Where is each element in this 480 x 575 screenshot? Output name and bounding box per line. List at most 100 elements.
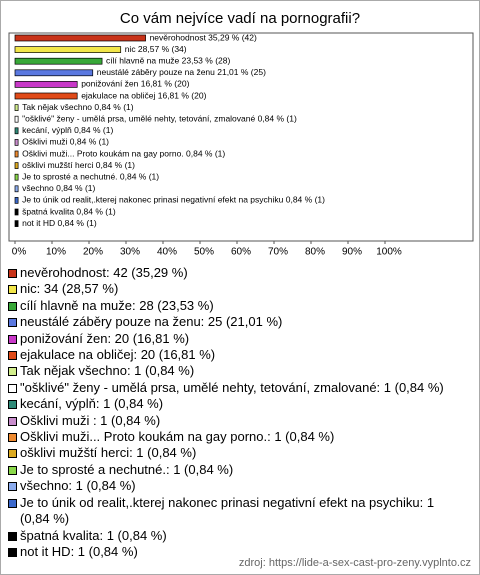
bar [14, 208, 19, 216]
legend-label: špatná kvalita: 1 (0,84 %) [20, 527, 167, 543]
chart-title: Co vám nejvíce vadí na pornografii? [120, 10, 360, 27]
bar-label: špatná kvalita 0,84 % (1) [22, 206, 116, 216]
legend-label: Je to únik od realit,.kterej nakonec pri… [20, 494, 435, 527]
bar-label: Ošklivi muži... Proto koukám na gay porn… [22, 148, 225, 158]
legend-label: ponižování žen: 20 (16,81 %) [20, 330, 190, 346]
bar-label: nevěrohodnost 35,29 % (42) [150, 32, 257, 42]
bar-label: ejakulace na obličej 16,81 % (20) [81, 90, 206, 100]
bar [14, 150, 19, 158]
bar [14, 139, 19, 146]
legend-swatch [8, 334, 17, 344]
legend-label: ejakulace na obličej: 20 (16,81 %) [20, 347, 216, 363]
bar [14, 69, 94, 77]
bar-label: Tak nějak všechno 0,84 % (1) [22, 102, 134, 112]
bar-label: kecání, výplň 0,84 % (1) [22, 125, 113, 135]
bar-label: Ošklivi muži 0,84 % (1) [22, 137, 109, 147]
bar [14, 197, 19, 204]
x-tick-label: 10% [46, 247, 66, 258]
legend-label: Je to sprosté a nechutné.: 1 (0,84 %) [20, 461, 234, 477]
legend-swatch [8, 433, 17, 443]
chart: Co vám nejvíce vadí na pornografii? 0% 10… [8, 10, 474, 258]
x-tick-label: 40% [157, 247, 177, 258]
plot-frame [8, 32, 474, 242]
legend-item: ejakulace na obličej: 20 (16,81 %) [7, 347, 467, 363]
legend-label: Ošklivi muži... Proto koukám na gay porn… [20, 429, 335, 445]
legend-label: neustálé záběry pouze na ženu: 25 (21,01… [20, 314, 283, 330]
legend-label: nevěrohodnost: 42 (35,29 %) [20, 265, 188, 280]
bar [14, 173, 19, 181]
legend-item: ošklivi mužští herci: 1 (0,84 %) [7, 445, 467, 461]
legend-label: všechno: 1 (0,84 %) [20, 478, 136, 494]
legend-item: nevěrohodnost: 42 (35,29 %) [7, 265, 467, 281]
bar-label: Je to sprosté a nechutné. 0,84 % (1) [22, 171, 159, 181]
legend-item: neustálé záběry pouze na ženu: 25 (21,01… [7, 314, 467, 330]
legend-swatch [8, 547, 17, 557]
legend-item: ponižování žen: 20 (16,81 %) [7, 331, 467, 347]
legend-item: "ošklivé" ženy - umělá prsa, umělé nehty… [7, 380, 467, 396]
bar [14, 34, 146, 42]
legend-swatch [8, 367, 17, 377]
bar-label: not it HD 0,84 % (1) [22, 218, 97, 228]
legend-item: Ošklivi muži... Proto koukám na gay porn… [7, 429, 467, 445]
bar [14, 127, 19, 135]
bar [14, 46, 122, 53]
legend-label: kecání, výplň: 1 (0,84 %) [20, 396, 164, 412]
legend-label: nic: 34 (28,57 %) [20, 281, 119, 297]
bar-label: ošklivi mužští herci 0,84 % (1) [22, 160, 135, 170]
legend-label: Ošklivi muži : 1 (0,84 %) [20, 412, 161, 428]
bar [14, 104, 19, 111]
legend-swatch [8, 269, 17, 278]
x-tick-label: 90% [342, 247, 362, 258]
bar-label: ponižování žen 16,81 % (20) [81, 79, 189, 89]
legend-item: Je to sprosté a nechutné.: 1 (0,84 %) [7, 462, 467, 478]
bar [14, 162, 19, 169]
legend-item: všechno: 1 (0,84 %) [7, 478, 467, 494]
legend-item: not it HD: 1 (0,84 %) [7, 544, 467, 560]
legend-swatch [8, 498, 17, 508]
bar [14, 57, 103, 65]
legend-label: Tak nějak všechno: 1 (0,84 %) [20, 363, 195, 379]
legend-item: Ošklivi muži : 1 (0,84 %) [7, 413, 467, 429]
x-tick-label: 80% [305, 247, 325, 258]
bar-label: nic 28,57 % (34) [125, 44, 187, 54]
bar-label: všechno 0,84 % (1) [22, 183, 95, 193]
legend-swatch [8, 449, 17, 459]
legend-swatch [8, 318, 17, 328]
legend-swatch [8, 351, 17, 361]
legend-swatch [8, 400, 17, 410]
x-tick-label: 100% [376, 247, 402, 258]
x-tick-label: 60% [231, 247, 251, 258]
legend-swatch [8, 383, 17, 393]
bar [14, 81, 78, 88]
legend-item: Je to únik od realit,.kterej nakonec pri… [7, 495, 467, 528]
bar [14, 92, 78, 100]
legend-label: "ošklivé" ženy - umělá prsa, umělé nehty… [20, 379, 444, 395]
legend-item: špatná kvalita: 1 (0,84 %) [7, 528, 467, 544]
x-tick-label: 20% [83, 247, 103, 258]
legend-swatch [8, 465, 17, 475]
legend-label: cílí hlavně na muže: 28 (23,53 %) [20, 297, 214, 313]
legend-label: not it HD: 1 (0,84 %) [20, 543, 138, 559]
source: zdroj: https://lide-a-sex-cast-pro-zeny.… [238, 557, 471, 569]
bar-label: "ošklivé" ženy - umělá prsa, umělé nehty… [22, 113, 297, 123]
legend-swatch [8, 285, 17, 295]
legend-swatch [8, 531, 17, 541]
legend-item: Tak nějak všechno: 1 (0,84 %) [7, 363, 467, 379]
bar [14, 220, 19, 227]
bar [14, 185, 19, 193]
legend-label: ošklivi mužští herci: 1 (0,84 %) [20, 445, 197, 461]
legend-item: nic: 34 (28,57 %) [7, 281, 467, 297]
x-tick-label: 30% [120, 247, 140, 258]
legend-swatch [8, 482, 17, 492]
x-tick-label: 0% [12, 247, 27, 258]
legend-item: cílí hlavně na muže: 28 (23,53 %) [7, 298, 467, 314]
legend-swatch [8, 301, 17, 311]
legend: nevěrohodnost: 42 (35,29 %) nic: 34 (28,5… [7, 265, 467, 560]
x-tick-label: 50% [194, 247, 214, 258]
bar-label: cílí hlavně na muže 23,53 % (28) [106, 55, 230, 65]
legend-swatch [8, 416, 17, 426]
bar-label: Je to únik od realit,.kterej nakonec pri… [22, 195, 325, 205]
bar [14, 115, 19, 123]
x-tick-label: 70% [268, 247, 288, 258]
